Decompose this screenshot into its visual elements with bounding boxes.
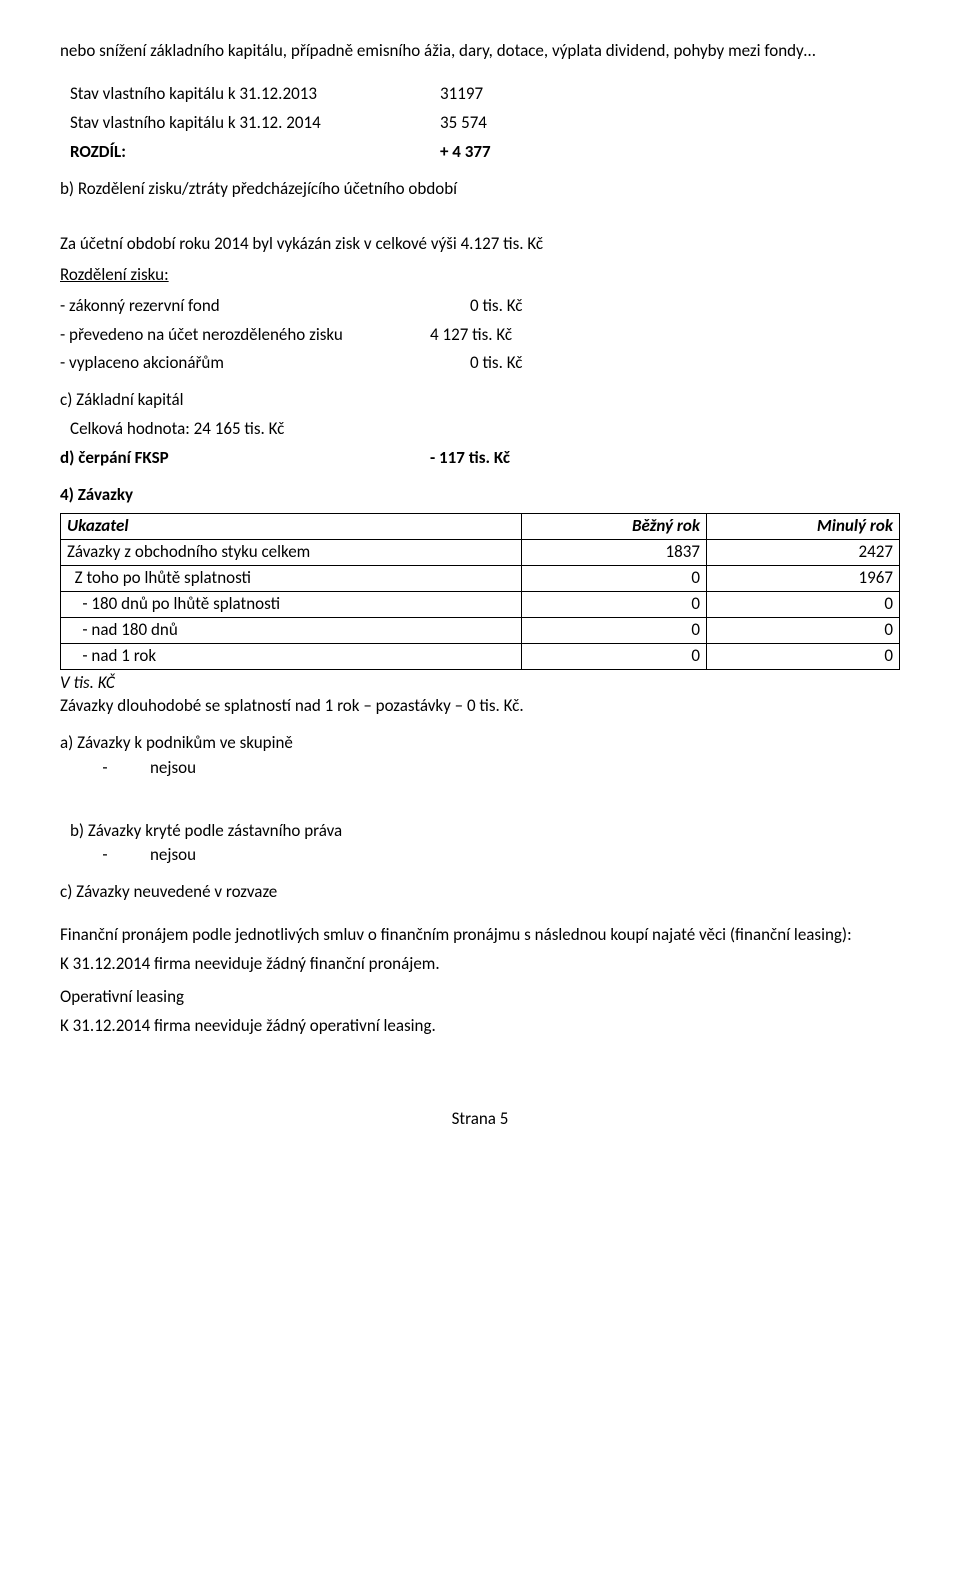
section-c2-p4: K 31.12.2014 firma neeviduje žádný opera…: [60, 1015, 900, 1038]
section-b-sentence: Za účetní období roku 2014 byl vykázán z…: [60, 233, 900, 256]
stav-2014-value: 35 574: [440, 112, 560, 135]
th-ukazatel: Ukazatel: [61, 514, 522, 540]
section-a2-title: a) Závazky k podnikům ve skupině: [60, 732, 900, 755]
rozdeleni-r3-val: 0 tis. Kč: [430, 352, 570, 375]
section-d-row: d) čerpání FKSP - 117 tis. Kč: [60, 447, 900, 470]
rozdeleni-row-2: - převedeno na účet nerozděleného zisku …: [60, 324, 900, 347]
cell-ukazatel: - nad 180 dnů: [61, 617, 522, 643]
cell-bezny-rok: 0: [522, 617, 707, 643]
cell-minuly-rok: 0: [707, 591, 900, 617]
section-d-label: d) čerpání FKSP: [60, 447, 430, 470]
table-head-row: Ukazatel Běžný rok Minulý rok: [61, 514, 900, 540]
section-b-title: b) Rozdělení zisku/ztráty předcházejícíh…: [60, 178, 900, 201]
section-a2-text: nejsou: [150, 757, 900, 780]
table-row: - nad 1 rok00: [61, 643, 900, 669]
stav-2013-value: 31197: [440, 83, 560, 106]
table-note-1: V tis. KČ: [60, 672, 900, 695]
dash-icon: -: [60, 757, 150, 780]
dash-icon: -: [60, 844, 150, 867]
stav-2013-label: Stav vlastního kapitálu k 31.12.2013: [70, 83, 440, 106]
rozdeleni-zisku-label: Rozdělení zisku:: [60, 264, 900, 287]
table-row: - nad 180 dnů00: [61, 617, 900, 643]
rozdeleni-r1-val: 0 tis. Kč: [430, 295, 570, 318]
section-b2-title: b) Závazky kryté podle zástavního práva: [60, 820, 900, 843]
table-note-2: Závazky dlouhodobé se splatností nad 1 r…: [60, 695, 900, 718]
zavazky-table: Ukazatel Běžný rok Minulý rok Závazky z …: [60, 513, 900, 670]
th-bezny-rok: Běžný rok: [522, 514, 707, 540]
table-row: - 180 dnů po lhůtě splatnosti00: [61, 591, 900, 617]
rozdil-row: ROZDÍL: + 4 377: [70, 141, 900, 164]
section-b2-text: nejsou: [150, 844, 900, 867]
section-c2-title: c) Závazky neuvedené v rozvaze: [60, 881, 900, 904]
th-minuly-rok: Minulý rok: [707, 514, 900, 540]
rozdeleni-row-1: - zákonný rezervní fond 0 tis. Kč: [60, 295, 900, 318]
table-row: Z toho po lhůtě splatnosti01967: [61, 566, 900, 592]
cell-ukazatel: Z toho po lhůtě splatnosti: [61, 566, 522, 592]
cell-bezny-rok: 0: [522, 643, 707, 669]
section-c-title: c) Základní kapitál: [60, 389, 900, 412]
cell-bezny-rok: 0: [522, 591, 707, 617]
section-d-value: - 117 tis. Kč: [430, 447, 570, 470]
cell-ukazatel: Závazky z obchodního styku celkem: [61, 540, 522, 566]
section-a2-bullet: - nejsou: [60, 757, 900, 780]
cell-bezny-rok: 0: [522, 566, 707, 592]
cell-ukazatel: - 180 dnů po lhůtě splatnosti: [61, 591, 522, 617]
cell-minuly-rok: 1967: [707, 566, 900, 592]
cell-minuly-rok: 0: [707, 617, 900, 643]
cell-ukazatel: - nad 1 rok: [61, 643, 522, 669]
section-c2-p1: Finanční pronájem podle jednotlivých sml…: [60, 924, 900, 947]
rozdeleni-r3-label: - vyplaceno akcionářům: [60, 352, 430, 375]
cell-minuly-rok: 0: [707, 643, 900, 669]
cell-minuly-rok: 2427: [707, 540, 900, 566]
section-c2-p2: K 31.12.2014 firma neeviduje žádný finan…: [60, 953, 900, 976]
rozdeleni-r1-label: - zákonný rezervní fond: [60, 295, 430, 318]
rozdeleni-r2-val: 4 127 tis. Kč: [430, 324, 570, 347]
table-row: Závazky z obchodního styku celkem1837242…: [61, 540, 900, 566]
stav-row-2013: Stav vlastního kapitálu k 31.12.2013 311…: [70, 83, 900, 106]
rozdeleni-r2-label: - převedeno na účet nerozděleného zisku: [60, 324, 430, 347]
section-c2-p3: Operativní leasing: [60, 986, 900, 1009]
rozdil-value: + 4 377: [440, 141, 560, 164]
section-c-line: Celková hodnota: 24 165 tis. Kč: [60, 418, 900, 441]
cell-bezny-rok: 1837: [522, 540, 707, 566]
rozdil-label: ROZDÍL:: [70, 141, 440, 164]
section-4-title: 4) Závazky: [60, 484, 900, 507]
stav-row-2014: Stav vlastního kapitálu k 31.12. 2014 35…: [70, 112, 900, 135]
section-b2-bullet: - nejsou: [60, 844, 900, 867]
page-footer: Strana 5: [60, 1108, 900, 1131]
intro-paragraph: nebo snížení základního kapitálu, případ…: [60, 40, 900, 63]
stav-2014-label: Stav vlastního kapitálu k 31.12. 2014: [70, 112, 440, 135]
rozdeleni-row-3: - vyplaceno akcionářům 0 tis. Kč: [60, 352, 900, 375]
